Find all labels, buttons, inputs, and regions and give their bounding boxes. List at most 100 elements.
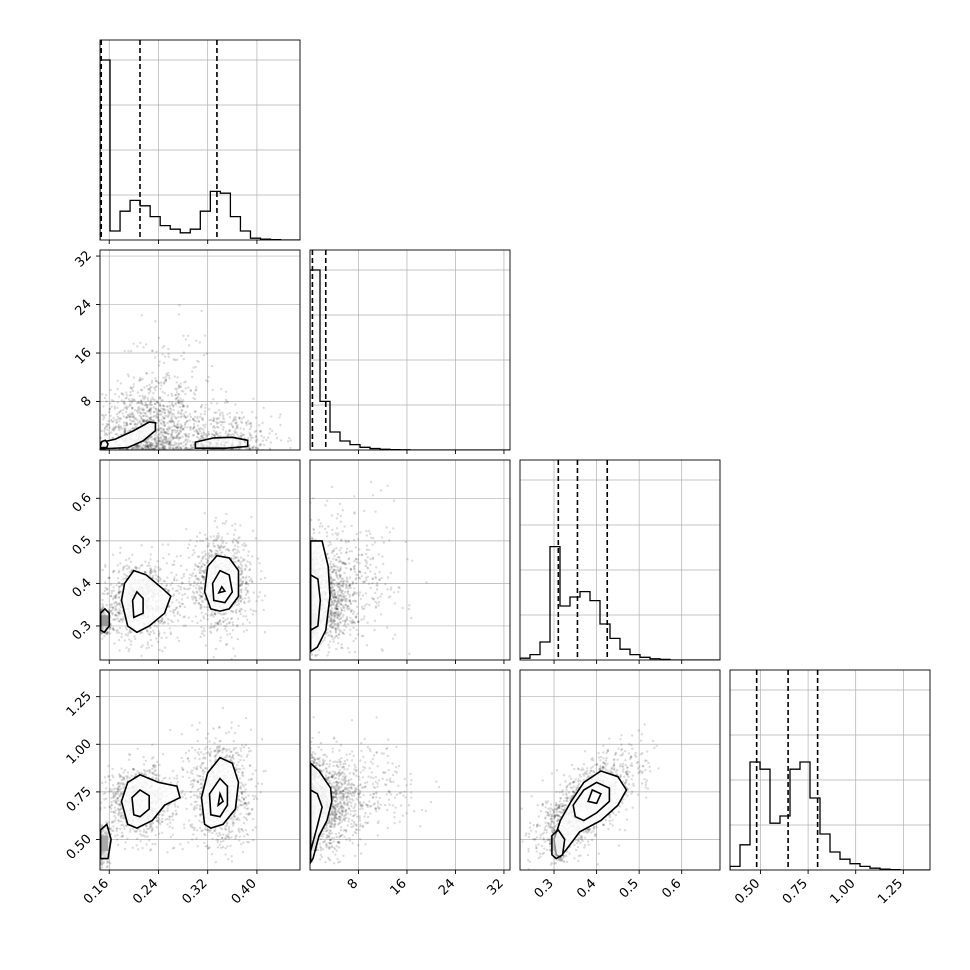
scatter-point <box>132 446 136 449</box>
scatter-point <box>151 826 154 829</box>
scatter-point <box>203 410 207 413</box>
scatter-point <box>122 618 125 621</box>
scatter-point <box>109 610 112 613</box>
scatter-point <box>158 432 162 435</box>
scatter-point <box>213 539 216 542</box>
scatter-point <box>185 528 188 531</box>
scatter-point <box>209 549 212 552</box>
scatter-point <box>237 559 240 563</box>
scatter-point <box>187 432 190 436</box>
scatter-point <box>117 785 121 788</box>
histogram-step-line <box>520 545 720 660</box>
scatter-point <box>122 577 125 581</box>
scatter-point <box>130 640 133 643</box>
scatter-point <box>211 388 214 392</box>
scatter-point <box>201 575 204 578</box>
scatter-point <box>207 375 210 379</box>
scatter-point <box>179 385 182 388</box>
scatter-point <box>120 399 124 402</box>
scatter-point <box>169 407 173 411</box>
scatter-point <box>152 448 155 450</box>
scatter-point <box>213 434 216 437</box>
scatter-point <box>135 409 139 413</box>
scatter-point <box>180 354 183 358</box>
scatter-point <box>95 427 97 429</box>
scatter-point <box>161 440 165 443</box>
scatter-point <box>114 595 117 598</box>
scatter-point <box>109 594 113 598</box>
scatter-point <box>187 447 190 450</box>
scatter-point <box>126 448 129 450</box>
scatter-point <box>170 815 174 818</box>
scatter-point <box>161 649 164 653</box>
scatter-point <box>199 783 202 786</box>
scatter-point <box>120 782 123 785</box>
scatter-point <box>238 550 241 554</box>
scatter-point <box>203 569 207 572</box>
scatter-point <box>189 415 193 419</box>
scatter-point <box>201 600 205 604</box>
scatter-point <box>112 776 115 779</box>
scatter-point <box>110 810 113 813</box>
scatter-point <box>110 589 114 593</box>
scatter-point <box>110 789 113 792</box>
scatter-point <box>145 371 148 375</box>
scatter-point <box>261 421 264 425</box>
scatter-point <box>112 795 115 799</box>
scatter-point <box>200 574 204 578</box>
scatter-point <box>171 419 174 422</box>
scatter-point <box>104 586 107 590</box>
scatter-point <box>163 379 167 382</box>
scatter-point <box>180 400 183 403</box>
scatter-point <box>183 592 187 596</box>
scatter-point <box>167 442 170 446</box>
scatter-point <box>138 402 141 405</box>
scatter-point <box>175 426 178 429</box>
scatter-point <box>118 608 121 611</box>
scatter-point <box>150 545 154 549</box>
scatter-point <box>197 420 201 424</box>
scatter-point <box>241 543 244 547</box>
scatter-point <box>151 570 155 573</box>
scatter-point <box>184 588 187 591</box>
scatter-point <box>142 414 145 418</box>
contour-level-0 <box>100 421 157 450</box>
scatter-point <box>195 837 198 840</box>
scatter-point <box>239 427 242 430</box>
scatter-point <box>175 555 178 558</box>
scatter-point <box>192 422 196 426</box>
scatter-point <box>165 441 168 444</box>
scatter-point <box>241 581 244 585</box>
scatter-point <box>149 412 152 415</box>
scatter-point <box>203 564 206 567</box>
scatter-point <box>149 398 153 401</box>
scatter-point <box>105 632 108 635</box>
scatter-point <box>103 798 106 801</box>
scatter-point <box>149 446 153 449</box>
scatter-point <box>127 375 130 378</box>
scatter-point <box>198 415 202 419</box>
scatter-point <box>164 378 168 382</box>
scatter-point <box>158 428 161 431</box>
scatter-point <box>195 429 198 432</box>
scatter-point <box>113 419 116 422</box>
scatter-point <box>202 555 205 558</box>
scatter-point <box>115 418 119 421</box>
scatter-point <box>214 613 217 616</box>
scatter-point <box>161 622 165 625</box>
scatter-point <box>134 774 138 777</box>
scatter-point <box>112 589 116 592</box>
scatter-point <box>167 410 171 414</box>
scatter-point <box>152 444 155 448</box>
scatter-point <box>214 612 217 615</box>
scatter-point <box>125 824 128 827</box>
scatter-point <box>154 764 157 767</box>
scatter-point <box>167 441 171 444</box>
scatter-point <box>175 442 178 445</box>
scatter-point <box>192 447 195 450</box>
scatter-point <box>171 400 174 404</box>
scatter-point <box>121 582 124 586</box>
scatter-point <box>123 430 127 433</box>
scatter-point <box>168 441 172 444</box>
scatter-point <box>130 387 134 391</box>
